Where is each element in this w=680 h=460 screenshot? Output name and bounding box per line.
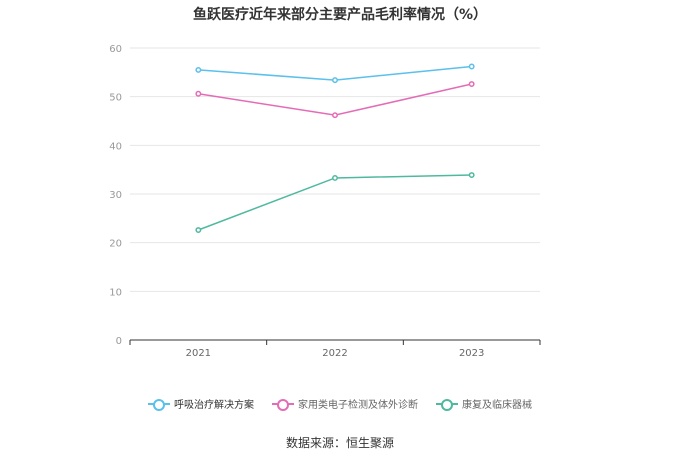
- data-point: [332, 174, 338, 181]
- y-tick-label: 10: [109, 287, 122, 298]
- data-point: [468, 172, 475, 178]
- y-tick-label: 50: [109, 93, 122, 104]
- chart-legend: 呼吸治疗解决方案 家用类电子检测及体外诊断 康复及临床器械: [0, 396, 680, 411]
- data-point: [195, 66, 202, 73]
- y-tick-label: 30: [109, 190, 122, 201]
- data-point: [332, 112, 338, 119]
- legend-swatch-icon: [436, 398, 458, 411]
- legend-item[interactable]: 家用类电子检测及体外诊断: [272, 396, 418, 411]
- legend-label: 呼吸治疗解决方案: [174, 400, 254, 411]
- chart-title: 鱼跃医疗近年来部分主要产品毛利率情况（%）: [192, 7, 488, 23]
- legend-label: 家用类电子检测及体外诊断: [298, 400, 418, 411]
- legend-item[interactable]: 康复及临床器械: [436, 396, 532, 411]
- x-tick-label: 2021: [186, 348, 211, 359]
- x-tick-label: 2023: [459, 348, 484, 359]
- series-line: [198, 83, 472, 116]
- y-tick-label: 20: [109, 239, 122, 250]
- x-tick-label: 2022: [322, 348, 347, 359]
- legend-swatch-icon: [148, 398, 170, 411]
- data-point: [468, 63, 475, 70]
- y-tick-label: 60: [109, 44, 122, 55]
- y-tick-label: 40: [109, 141, 122, 152]
- y-tick-label: 0: [116, 336, 122, 347]
- data-point: [195, 227, 202, 233]
- data-point: [468, 81, 475, 87]
- data-point: [195, 90, 202, 97]
- data-source-note: 数据来源：恒生聚源: [285, 436, 394, 450]
- data-point: [332, 77, 338, 84]
- series-line: [198, 174, 472, 231]
- legend-item[interactable]: 呼吸治疗解决方案: [148, 396, 254, 411]
- legend-swatch-icon: [272, 398, 294, 411]
- legend-label: 康复及临床器械: [462, 400, 532, 411]
